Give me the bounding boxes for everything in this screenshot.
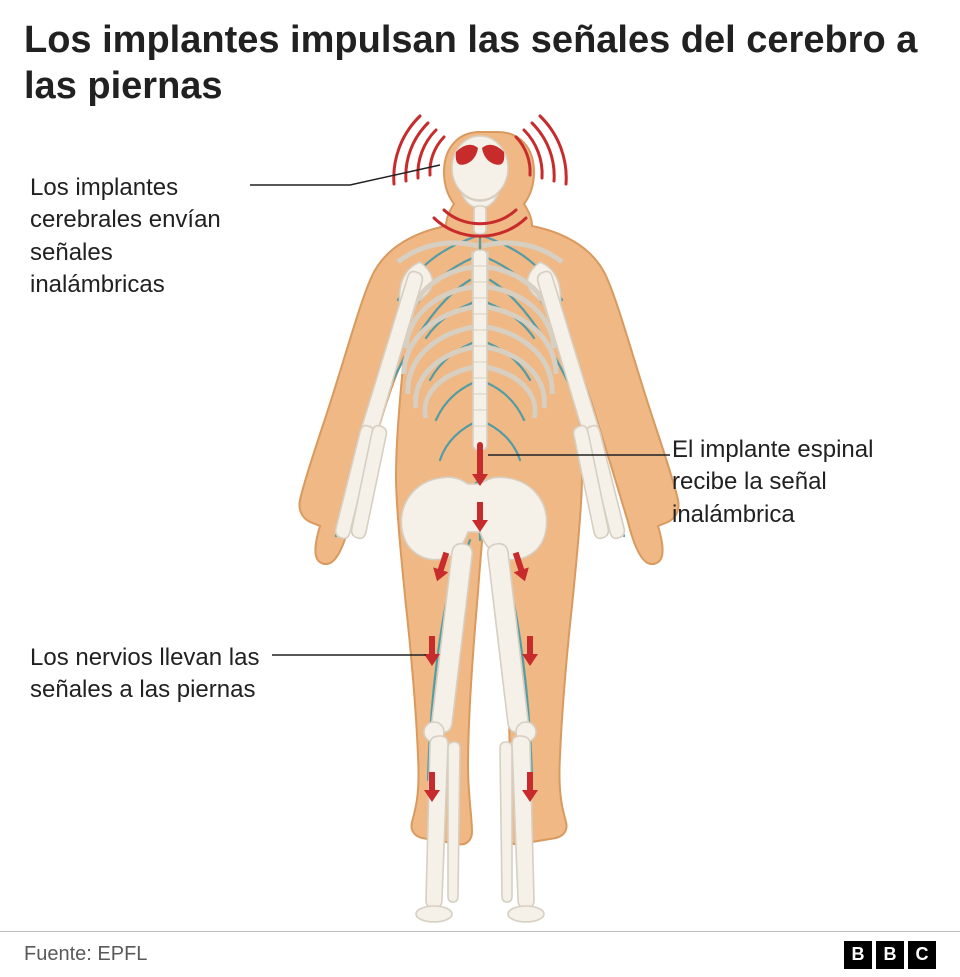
label-nerves: Los nervios llevan las señales a las pie… <box>30 642 270 707</box>
bbc-block: B <box>844 941 872 969</box>
source-name: EPFL <box>97 943 147 965</box>
bbc-logo: B B C <box>844 941 936 969</box>
footer: Fuente: EPFL B B C <box>0 931 960 977</box>
source-prefix: Fuente: <box>24 943 97 965</box>
bbc-block: C <box>908 941 936 969</box>
label-spinal-implant: El implante espinal recibe la señal inal… <box>672 434 934 531</box>
source-line: Fuente: EPFL <box>24 943 147 966</box>
label-brain-implants: Los implantes cerebrales envían señales … <box>30 172 250 302</box>
bbc-block: B <box>876 941 904 969</box>
